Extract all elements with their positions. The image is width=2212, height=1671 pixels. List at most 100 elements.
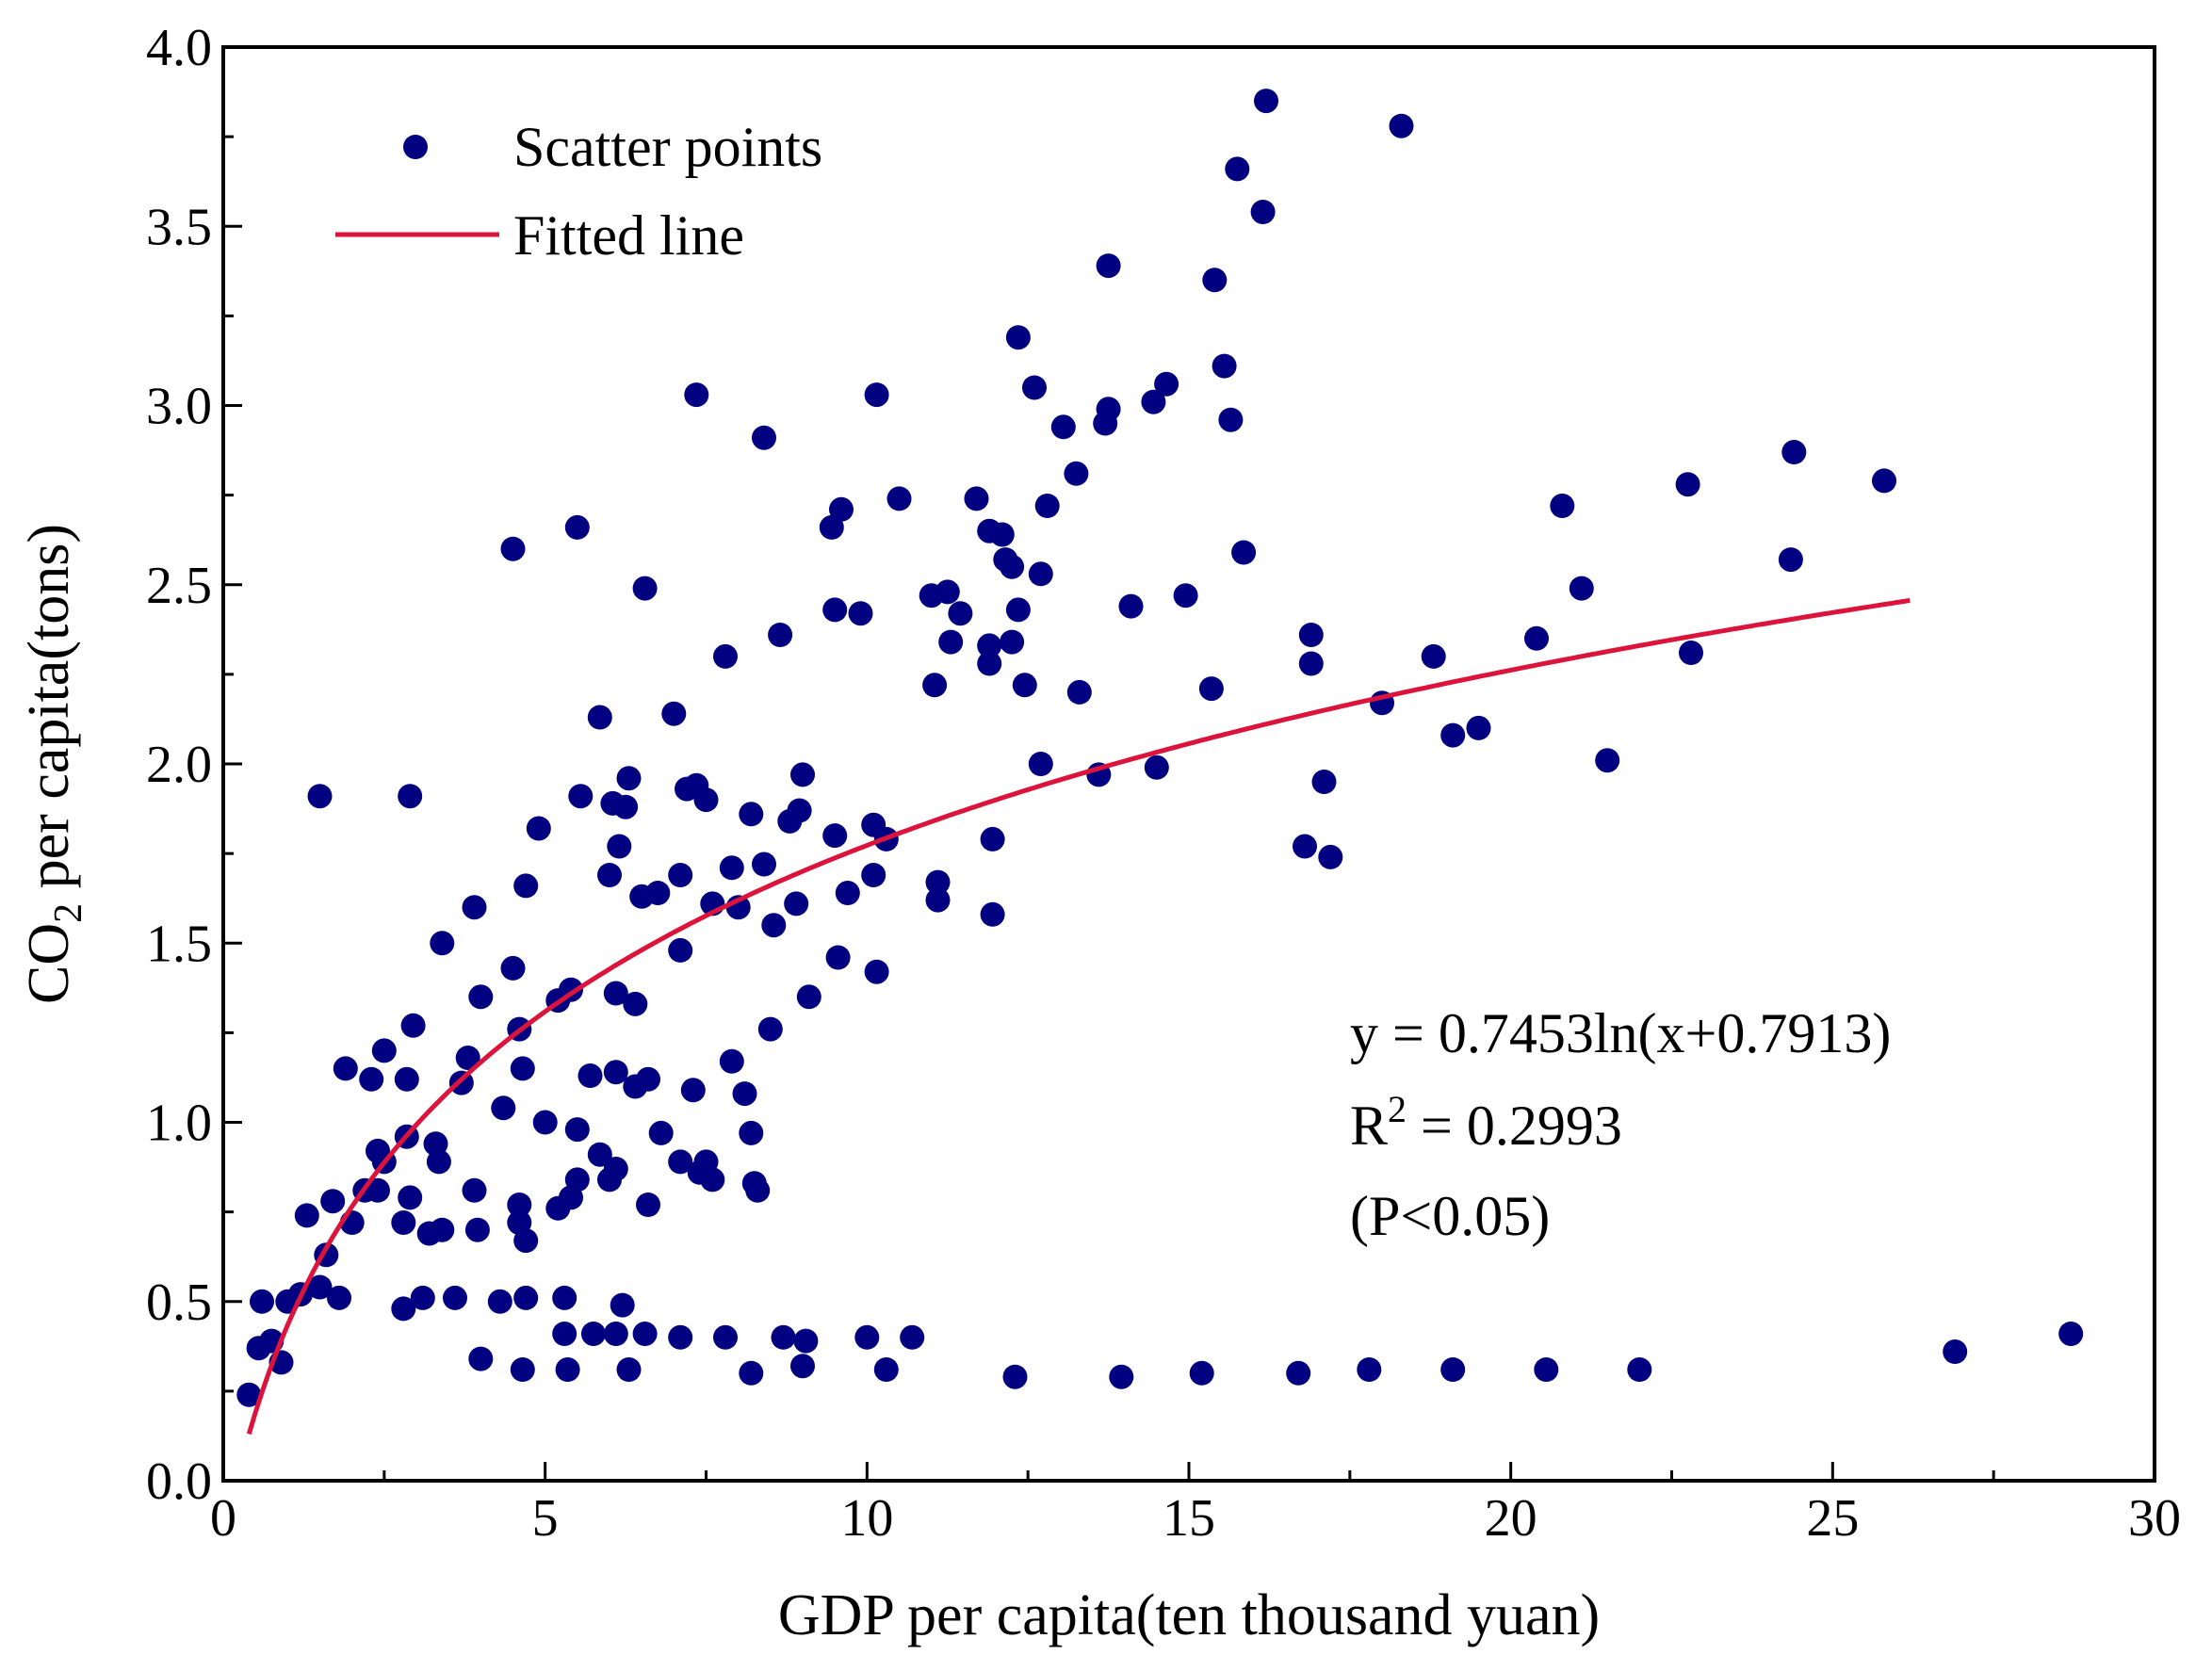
legend-scatter-label: Scatter points (513, 116, 822, 178)
scatter-point-190 (1225, 156, 1250, 182)
legend-scatter-marker (403, 135, 428, 159)
scatter-point-46 (500, 536, 526, 561)
scatter-point-132 (822, 823, 848, 849)
scatter-point-113 (739, 802, 764, 827)
scatter-point-94 (668, 863, 693, 887)
scatter-point-43 (487, 1289, 512, 1314)
scatter-point-206 (1466, 715, 1491, 740)
scatter-point-181 (1141, 389, 1166, 414)
scatter-point-32 (426, 1149, 451, 1175)
y-tick-label: 1.0 (146, 1095, 212, 1153)
scatter-point-84 (623, 991, 648, 1016)
scatter-point-44 (491, 1095, 516, 1121)
scatter-point-186 (1198, 676, 1224, 702)
scatter-point-200 (1357, 1357, 1382, 1382)
scatter-point-179 (1109, 1364, 1134, 1389)
scatter-point-140 (861, 863, 886, 887)
scatter-point-203 (1421, 643, 1446, 669)
scatter-point-14 (333, 1056, 358, 1081)
scatter-point-146 (900, 1324, 925, 1350)
scatter-point-163 (1000, 629, 1025, 655)
scatter-point-97 (668, 1324, 693, 1350)
scatter-point-89 (636, 1066, 660, 1092)
scatter-point-149 (925, 869, 951, 895)
equation-annotation: y = 0.7453ln(x+0.7913) R2 = 0.2993 (P<0.… (1350, 1002, 1891, 1247)
scatter-point-207 (1524, 625, 1549, 651)
scatter-point-133 (822, 597, 848, 623)
scatter-point-138 (854, 1324, 880, 1350)
scatter-point-38 (462, 895, 487, 920)
x-tick-label: 15 (1163, 1489, 1215, 1548)
scatter-point-188 (1212, 353, 1237, 379)
scatter-point-48 (507, 1192, 532, 1217)
scatter-point-134 (825, 945, 851, 970)
legend: Scatter points Fitted line (335, 116, 822, 267)
scatter-point-99 (680, 1078, 706, 1103)
scatter-point-79 (607, 834, 632, 859)
scatter-point-187 (1202, 268, 1228, 293)
scatter-point-8 (294, 1203, 319, 1228)
y-tick-label: 3.5 (146, 198, 212, 256)
x-tick-label: 30 (2128, 1489, 2181, 1548)
scatter-point-126 (787, 798, 812, 823)
scatter-point-118 (752, 425, 776, 450)
scatter-point-173 (1064, 461, 1089, 486)
scatter-point-136 (835, 881, 860, 905)
scatter-point-56 (532, 1110, 558, 1135)
scatter-point-26 (398, 784, 423, 809)
scatter-point-180 (1118, 593, 1144, 619)
scatter-point-37 (455, 1046, 480, 1070)
scatter-point-151 (935, 579, 960, 605)
scatter-point-27 (398, 1185, 423, 1210)
x-tick-label: 25 (1806, 1489, 1859, 1548)
y-tick-label: 0.0 (146, 1452, 212, 1511)
scatter-point-71 (587, 1142, 612, 1167)
scatter-point-192 (1250, 200, 1276, 224)
scatter-point-107 (713, 643, 738, 669)
scatter-point-3 (250, 1289, 274, 1314)
scatter-point-158 (980, 826, 1005, 852)
scatter-point-123 (771, 1324, 796, 1350)
p-value-text: (P<0.05) (1350, 1185, 1550, 1247)
scatter-point-1 (236, 1382, 262, 1407)
scatter-point-137 (848, 601, 873, 626)
x-axis-title: GDP per capita(ten thousand yuan) (778, 1583, 1600, 1647)
r-squared-superscript: 2 (1388, 1088, 1407, 1130)
scatter-point-148 (922, 673, 948, 698)
scatter-point-69 (580, 1322, 606, 1346)
fit-layer (246, 597, 1911, 1436)
y-tick-label: 3.0 (146, 378, 212, 436)
scatter-point-33 (430, 931, 455, 956)
scatter-point-65 (564, 1117, 590, 1143)
scatter-point-174 (1066, 679, 1092, 705)
scatter-point-42 (468, 1346, 494, 1371)
scatter-point-17 (359, 1066, 384, 1092)
scatter-point-135 (829, 496, 854, 522)
scatter-point-195 (1293, 834, 1317, 859)
scatter-point-110 (719, 1048, 744, 1074)
scatter-point-114 (739, 1120, 764, 1145)
scatter-point-196 (1298, 623, 1324, 647)
scatter-point-103 (693, 787, 719, 813)
y-axis-title-prefix: CO (17, 923, 81, 1004)
scatter-point-189 (1218, 407, 1244, 432)
scatter-point-35 (443, 1285, 467, 1310)
scatter-point-20 (371, 1038, 397, 1063)
scatter-point-109 (719, 855, 744, 881)
scatter-point-178 (1096, 253, 1121, 279)
scatter-point-172 (1050, 414, 1076, 440)
scatter-point-75 (603, 1157, 628, 1181)
scatter-point-11 (307, 784, 333, 809)
scatter-point-78 (603, 1322, 628, 1346)
scatter-point-171 (1034, 494, 1060, 518)
scatter-point-70 (587, 705, 612, 730)
scatter-point-93 (661, 701, 687, 726)
scatter-point-60 (552, 1322, 577, 1346)
scatter-point-202 (1389, 113, 1414, 138)
scatter-point-165 (1005, 325, 1031, 350)
scatter-point-214 (1679, 641, 1703, 665)
scatter-point-210 (1569, 576, 1594, 601)
scatter-point-81 (613, 794, 639, 819)
scatter-point-92 (648, 1120, 674, 1145)
